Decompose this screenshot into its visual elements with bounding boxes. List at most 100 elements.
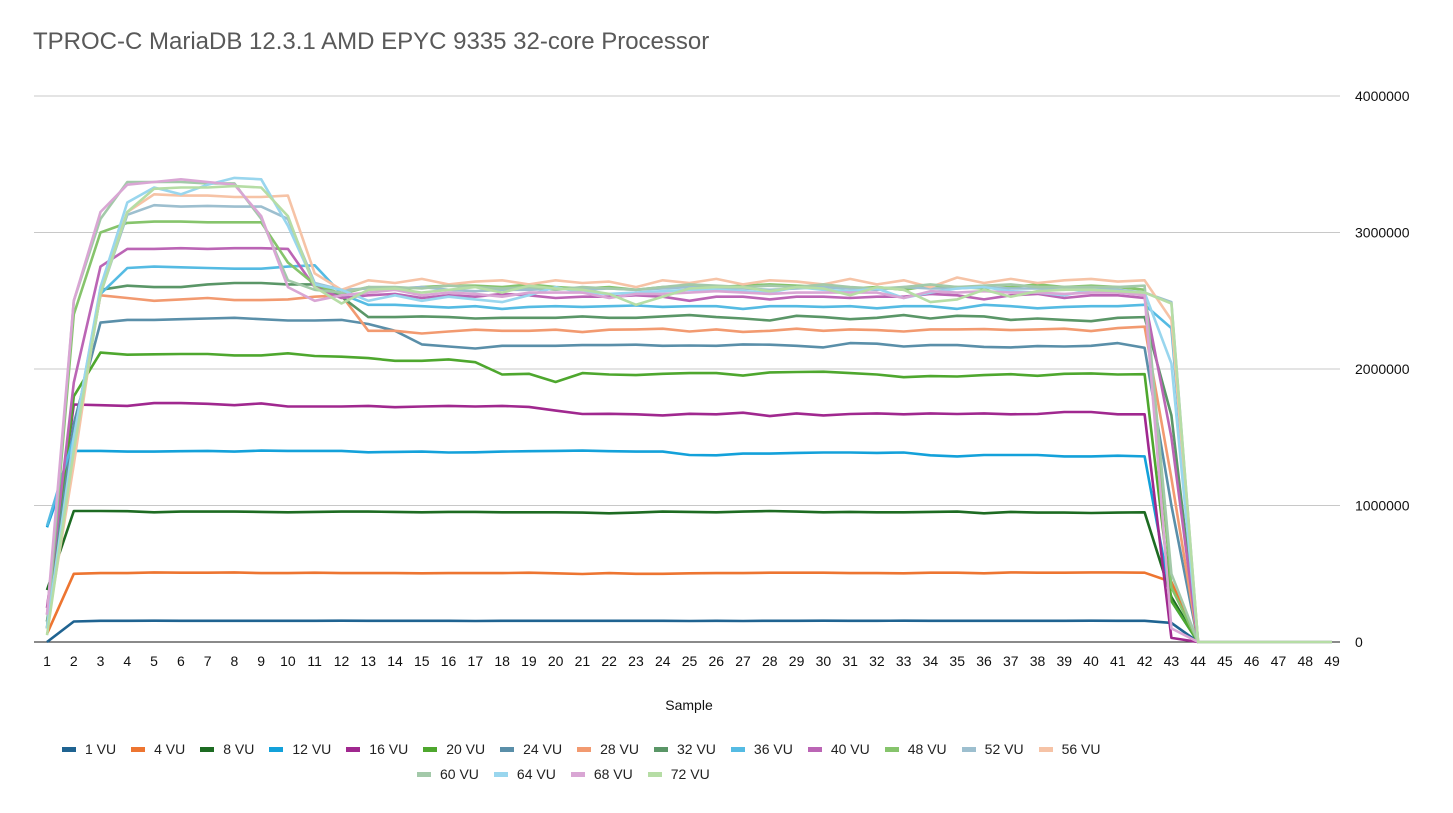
x-tick-label: 43 [1164, 653, 1180, 669]
legend-marker-icon [807, 746, 822, 752]
legend-marker-icon [200, 746, 215, 752]
legend-row: 1 VU 4 VU 8 VU 12 VU 16 VU 20 VU 24 VU 28 VU 32 … [62, 741, 1116, 757]
x-tick-label: 14 [387, 653, 403, 669]
legend-item[interactable]: 40 VU [807, 741, 870, 757]
legend-label: 60 VU [440, 766, 479, 782]
series-line-56-vu [45, 193, 1332, 644]
x-tick-label: 33 [896, 653, 912, 669]
y-tick-label: 2000000 [1355, 361, 1410, 377]
series-line-12-vu [45, 449, 1332, 644]
x-tick-label: 3 [97, 653, 105, 669]
x-tick-label: 12 [334, 653, 350, 669]
legend-marker-icon [62, 746, 76, 752]
y-tick-label: 1000000 [1355, 498, 1410, 514]
x-tick-label: 40 [1083, 653, 1099, 669]
x-tick-label: 36 [976, 653, 992, 669]
x-tick-label: 35 [949, 653, 965, 669]
series-line-72-vu [45, 184, 1332, 644]
legend-item[interactable]: 56 VU [1038, 741, 1101, 757]
legend-item[interactable]: 16 VU [346, 741, 408, 757]
x-tick-label: 28 [762, 653, 778, 669]
legend-item[interactable]: 12 VU [269, 741, 331, 757]
series-line-32-vu [45, 281, 1332, 644]
legend-item[interactable]: 36 VU [730, 741, 793, 757]
legend-marker-icon [346, 746, 361, 752]
series-line-4-vu [45, 571, 1332, 644]
legend-marker-icon [1038, 746, 1053, 752]
x-tick-label: 29 [789, 653, 805, 669]
legend-marker-icon [730, 746, 745, 752]
x-tick-label: 44 [1190, 653, 1206, 669]
x-axis-label: Sample [665, 697, 713, 713]
legend-item[interactable]: 48 VU [884, 741, 947, 757]
x-tick-label: 26 [708, 653, 724, 669]
legend-label: 64 VU [516, 766, 556, 782]
series-line-8-vu [45, 509, 1332, 644]
legend-label: 56 VU [1061, 741, 1101, 757]
x-tick-label: 22 [601, 653, 617, 669]
legend-label: 40 VU [830, 741, 870, 757]
x-tick-label: 21 [575, 653, 591, 669]
legend-row: 60 VU 64 VU 68 VU 72 VU [417, 766, 725, 782]
x-tick-label: 1 [43, 653, 51, 669]
x-tick-label: 4 [123, 653, 131, 669]
legend-item[interactable]: 60 VU [417, 766, 479, 782]
legend-item[interactable]: 1 VU [62, 741, 116, 757]
x-tick-label: 6 [177, 653, 185, 669]
legend-marker-icon [423, 746, 438, 752]
x-tick-label: 25 [682, 653, 698, 669]
legend-label: 68 VU [593, 766, 633, 782]
legend-label: 16 VU [369, 741, 409, 757]
x-tick-label: 19 [521, 653, 537, 669]
legend-label: 52 VU [984, 741, 1024, 757]
legend-marker-icon [493, 771, 508, 777]
series-line-1-vu [46, 619, 1332, 644]
legend-label: 4 VU [154, 741, 186, 757]
x-tick-label: 5 [150, 653, 158, 669]
x-tick-label: 30 [816, 653, 832, 669]
legend-marker-icon [269, 746, 284, 752]
x-tick-label: 9 [257, 653, 265, 669]
legend-item[interactable]: 68 VU [570, 766, 633, 782]
x-tick-label: 11 [307, 653, 322, 669]
series-line-16-vu [45, 401, 1332, 644]
legend-label: 32 VU [676, 741, 716, 757]
legend-marker-icon [500, 746, 515, 752]
legend-item[interactable]: 52 VU [961, 741, 1024, 757]
legend-marker-icon [131, 746, 146, 752]
x-tick-label: 7 [204, 653, 212, 669]
legend-marker-icon [653, 746, 668, 752]
chart-title: TPROC-C MariaDB 12.3.1 AMD EPYC 9335 32-… [33, 28, 710, 55]
legend-label: 8 VU [223, 741, 255, 757]
legend-item[interactable]: 28 VU [577, 741, 639, 757]
x-tick-label: 48 [1297, 653, 1313, 669]
legend-item[interactable]: 32 VU [653, 741, 716, 757]
legend-item[interactable]: 72 VU [647, 766, 710, 782]
x-tick-label: 42 [1137, 653, 1153, 669]
y-tick-label: 0 [1355, 634, 1363, 650]
x-tick-label: 20 [548, 653, 564, 669]
x-tick-label: 34 [923, 653, 939, 669]
series-line-68-vu [45, 178, 1332, 644]
x-tick-label: 17 [468, 653, 484, 669]
x-tick-label: 23 [628, 653, 644, 669]
legend-item[interactable]: 24 VU [500, 741, 562, 757]
series-line-36-vu [45, 263, 1332, 644]
legend-label: 72 VU [670, 766, 710, 782]
series-line-20-vu [45, 351, 1332, 644]
x-tick-label: 10 [280, 653, 296, 669]
legend-marker-icon [577, 746, 592, 752]
x-tick-label: 38 [1030, 653, 1046, 669]
legend-item[interactable]: 8 VU [200, 741, 254, 757]
legend-label: 48 VU [907, 741, 947, 757]
x-tick-label: 47 [1271, 653, 1287, 669]
series-line-24-vu [45, 316, 1332, 644]
x-tick-label: 46 [1244, 653, 1260, 669]
series-line-28-vu [45, 293, 1332, 644]
legend-item[interactable]: 20 VU [423, 741, 485, 757]
legend-marker-icon [647, 771, 662, 777]
legend-marker-icon [961, 746, 976, 752]
legend-item[interactable]: 64 VU [493, 766, 556, 782]
legend-item[interactable]: 4 VU [131, 741, 185, 757]
